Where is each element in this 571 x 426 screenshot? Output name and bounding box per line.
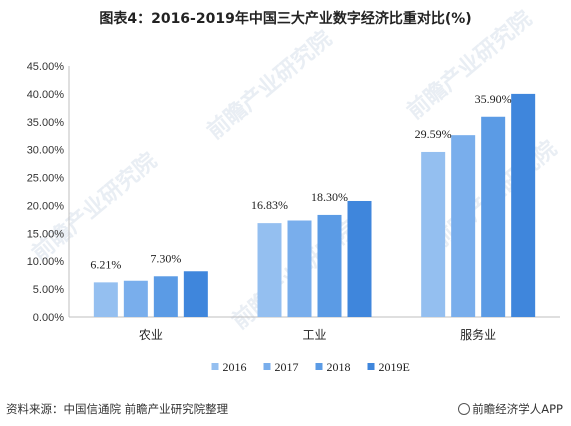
qianzhan-logo-icon [458,403,471,415]
watermark: 前瞻产业研究院 [202,26,337,145]
chart-title: 图表4：2016-2019年中国三大产业数字经济比重对比(%) [99,11,472,27]
legend: 2016 2017 2018 2019E [211,360,410,374]
legend-swatch [211,363,219,370]
data-labels: 6.21% 7.30% 16.83% 18.30% 29.59% 35.90% [90,92,511,272]
legend-swatch [367,363,375,370]
bar [481,116,506,317]
legend-label: 2017 [275,360,299,374]
y-tick-label: 15.00% [27,228,65,240]
bar [183,271,208,317]
y-tick-label: 30.00% [27,145,65,157]
data-label: 7.30% [150,251,181,265]
credit: 前瞻经济学人APP [458,401,563,417]
y-tick-label: 35.00% [27,117,65,129]
legend-label: 2016 [223,360,247,374]
legend-label: 2019E [379,360,410,374]
legend-swatch [263,363,271,370]
y-tick-label: 5.00% [33,284,64,296]
data-label: 18.30% [311,190,348,204]
bar [287,220,312,317]
y-axis-ticks: 0.00% 5.00% 10.00% 15.00% 20.00% 25.00% 30.00%… [27,61,65,324]
x-category-label: 工业 [302,328,326,342]
y-tick-label: 25.00% [27,173,65,185]
source-note: 资料来源：中国信通院 前瞻产业研究院整理 [6,402,229,416]
bar [93,282,118,317]
y-tick-label: 0.00% [33,312,64,324]
bars [93,93,536,317]
legend-swatch [315,363,323,370]
bar [511,93,536,317]
bar [421,151,446,317]
data-label: 35.90% [475,92,512,106]
data-label: 29.59% [415,127,452,141]
legend-label: 2018 [327,360,351,374]
bar [123,280,148,317]
bar [317,214,342,317]
x-category-label: 农业 [139,328,163,342]
bar [257,223,282,317]
y-tick-label: 40.00% [27,89,65,101]
bar [451,135,476,317]
x-category-label: 服务业 [460,327,496,342]
bar [347,200,372,317]
data-label: 16.83% [251,198,288,212]
data-label: 6.21% [90,257,121,271]
y-tick-label: 45.00% [27,61,65,73]
category-labels: 农业 工业 服务业 [139,327,496,342]
y-tick-label: 20.00% [27,200,65,212]
y-tick-label: 10.00% [27,256,65,268]
bar [153,276,178,317]
credit-text: 前瞻经济学人APP [472,402,563,416]
